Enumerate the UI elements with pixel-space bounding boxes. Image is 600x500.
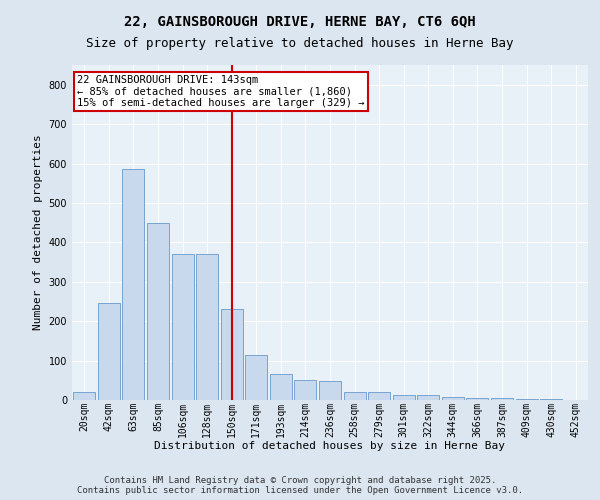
Bar xyxy=(344,392,365,400)
Bar xyxy=(196,254,218,400)
Bar xyxy=(540,399,562,400)
Text: Size of property relative to detached houses in Herne Bay: Size of property relative to detached ho… xyxy=(86,38,514,51)
Y-axis label: Number of detached properties: Number of detached properties xyxy=(33,134,43,330)
Text: 22 GAINSBOROUGH DRIVE: 143sqm
← 85% of detached houses are smaller (1,860)
15% o: 22 GAINSBOROUGH DRIVE: 143sqm ← 85% of d… xyxy=(77,75,365,108)
Bar xyxy=(319,381,341,400)
Bar xyxy=(147,222,169,400)
Bar xyxy=(368,392,390,400)
Bar xyxy=(172,254,194,400)
Bar xyxy=(270,374,292,400)
Bar xyxy=(392,395,415,400)
Bar xyxy=(73,392,95,400)
Bar xyxy=(245,354,268,400)
Bar xyxy=(491,398,513,400)
Bar xyxy=(122,170,145,400)
Text: Contains HM Land Registry data © Crown copyright and database right 2025.
Contai: Contains HM Land Registry data © Crown c… xyxy=(77,476,523,495)
X-axis label: Distribution of detached houses by size in Herne Bay: Distribution of detached houses by size … xyxy=(155,441,505,451)
Bar xyxy=(515,399,538,400)
Bar xyxy=(466,398,488,400)
Text: 22, GAINSBOROUGH DRIVE, HERNE BAY, CT6 6QH: 22, GAINSBOROUGH DRIVE, HERNE BAY, CT6 6… xyxy=(124,15,476,29)
Bar xyxy=(295,380,316,400)
Bar xyxy=(417,396,439,400)
Bar xyxy=(98,304,120,400)
Bar xyxy=(221,310,243,400)
Bar xyxy=(442,397,464,400)
